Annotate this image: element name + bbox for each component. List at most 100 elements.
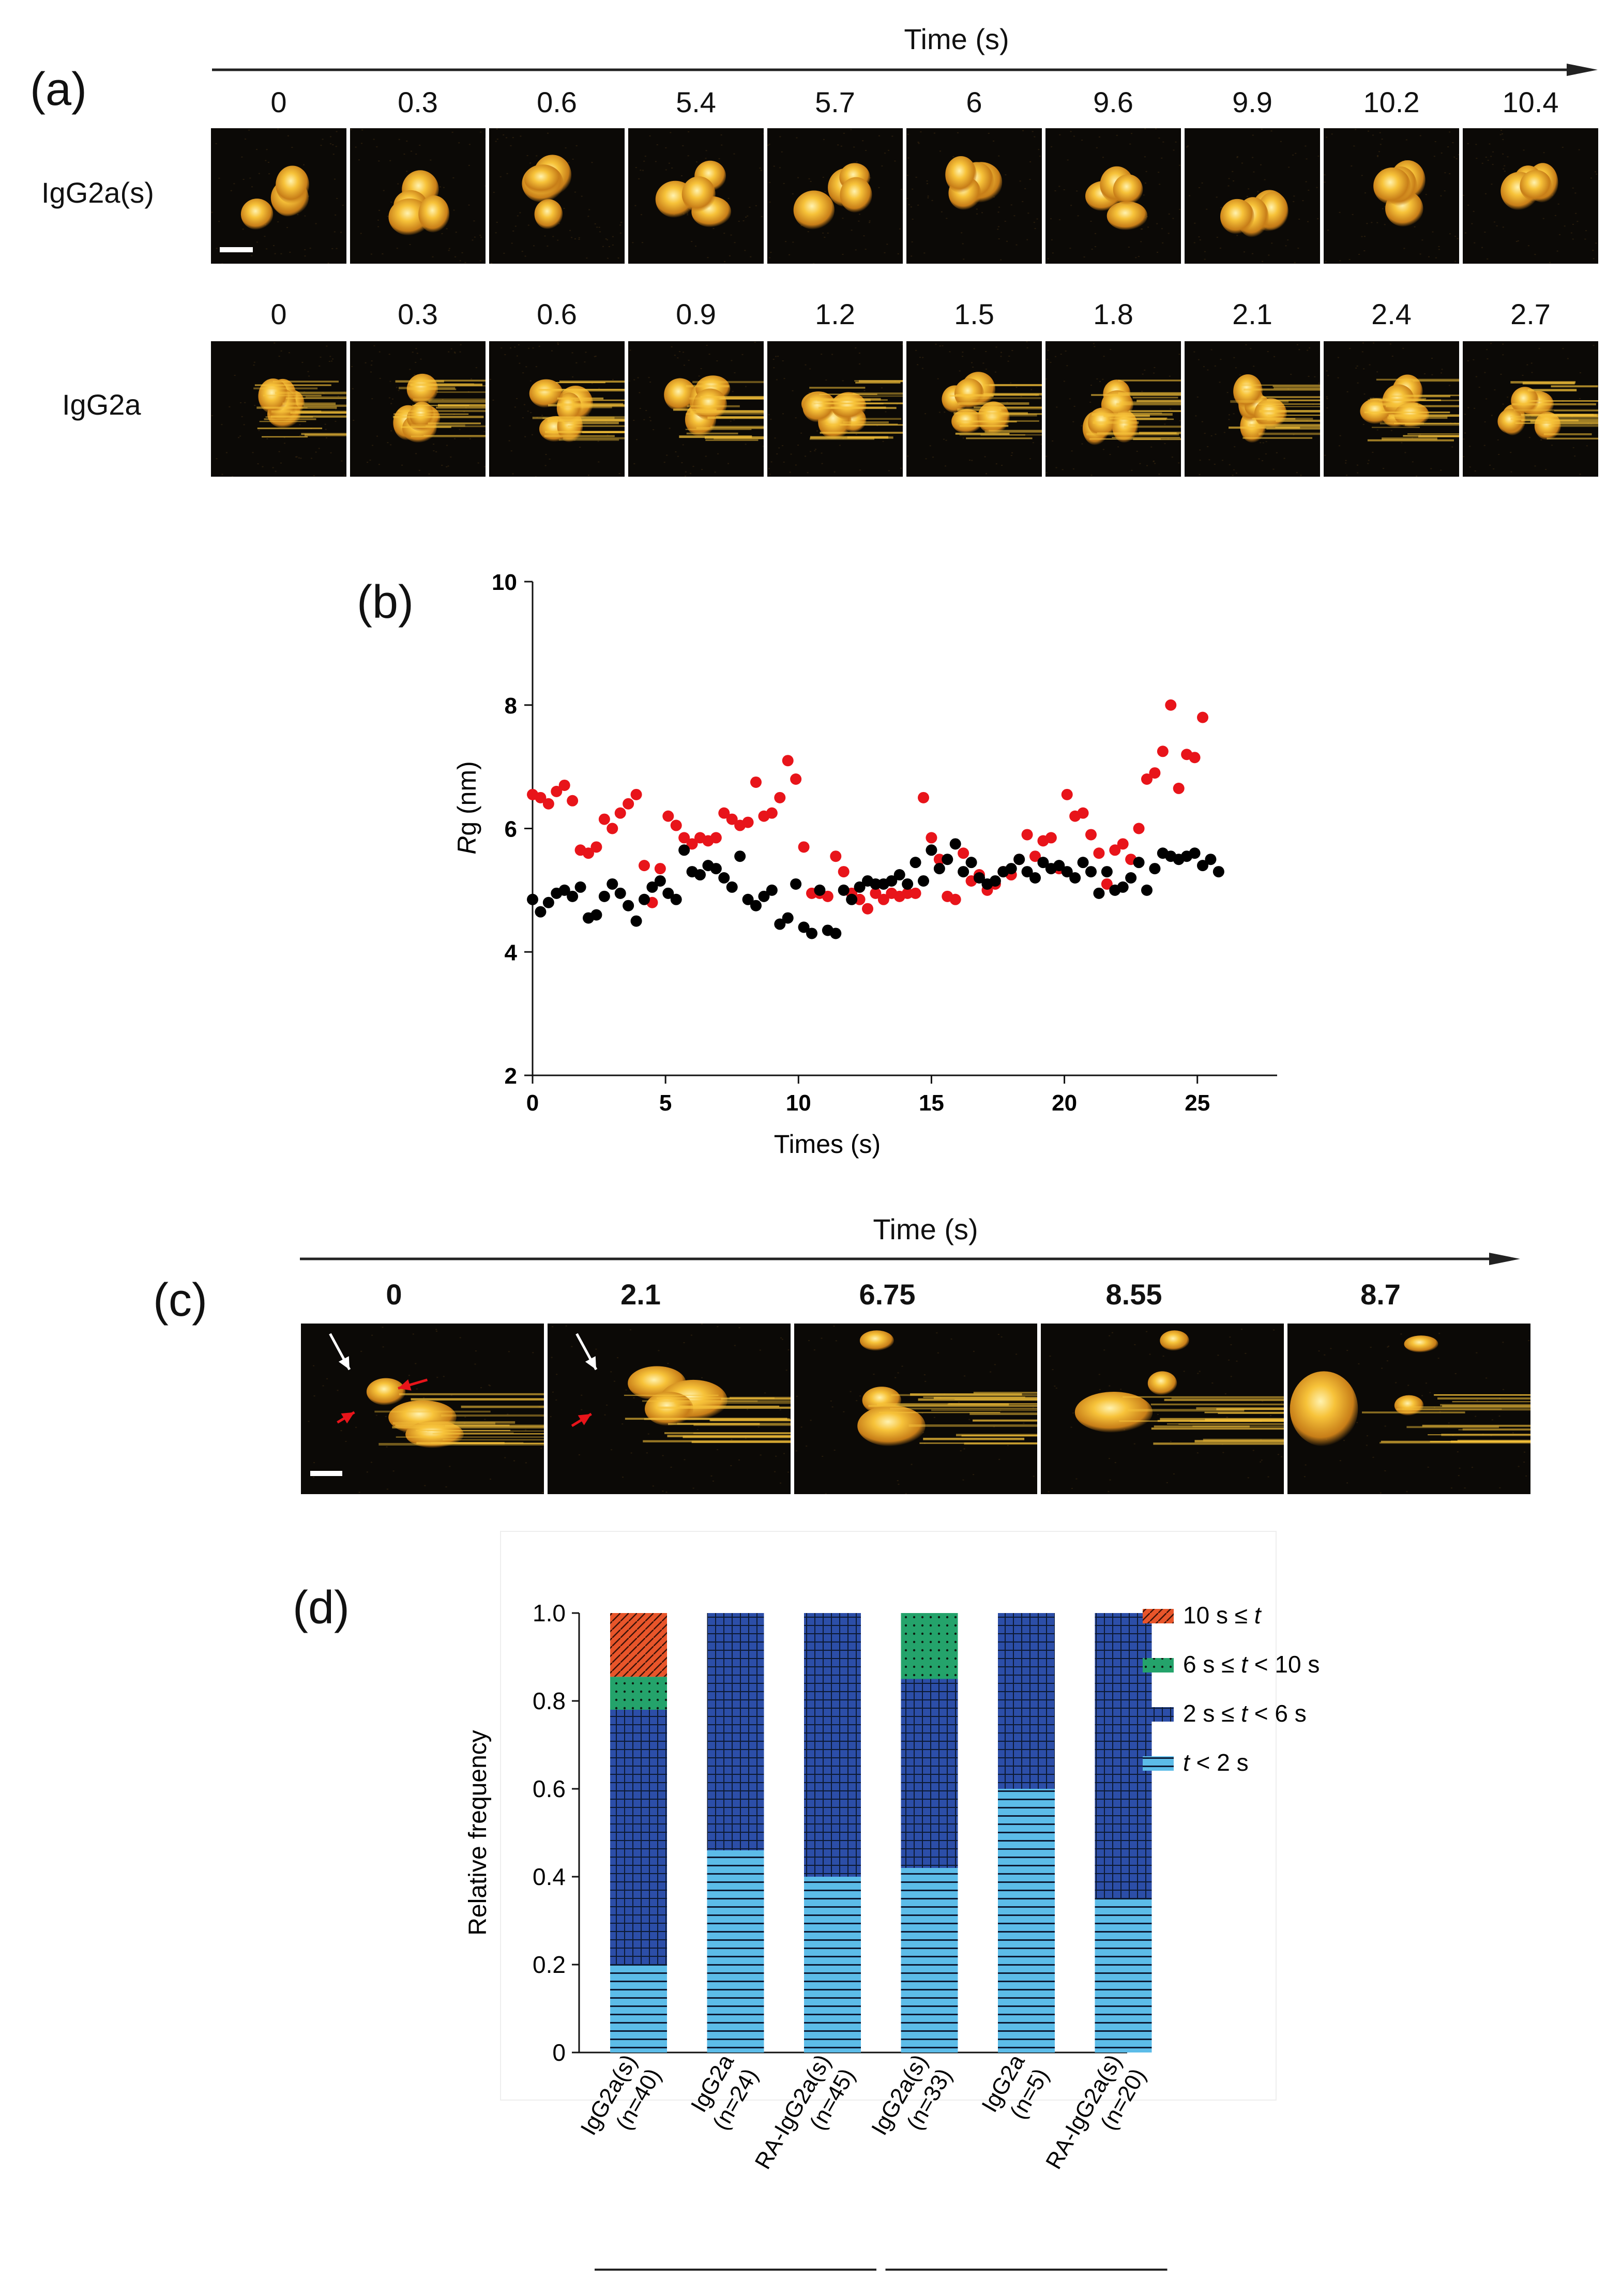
panel-a-time-label: 0 (270, 86, 287, 118)
afm-frame (350, 341, 486, 477)
scatter-point (1189, 847, 1201, 859)
scatter-point (750, 776, 762, 788)
scatter-point (854, 881, 866, 893)
scatter-point (782, 755, 794, 767)
scatter-point (527, 893, 538, 905)
afm-frame (1287, 1324, 1530, 1494)
scatter-point (933, 854, 945, 865)
panel-a-time-label: 10.2 (1363, 86, 1420, 118)
panel-label-d: (d) (293, 1582, 350, 1634)
y-tick-label: 4 (505, 940, 518, 965)
panel-a-time-label: 1.2 (815, 298, 855, 330)
panel-c-time-label: 6.75 (859, 1278, 916, 1311)
y-tick-label: 10 (492, 570, 517, 595)
afm-frame (489, 341, 625, 477)
afm-frame (211, 341, 346, 477)
panel-a-time-label: 0.6 (537, 86, 577, 118)
scatter-point (909, 857, 921, 869)
scatter-point (542, 798, 554, 810)
scatter-point (1197, 711, 1208, 723)
y-tick-label: 6 (505, 817, 517, 842)
scatter-point (686, 838, 698, 850)
scatter-point (766, 807, 778, 819)
scatter-point (639, 860, 650, 872)
y-axis-label: Relative frequency (464, 1730, 492, 1936)
scatter-point (742, 816, 754, 828)
scatter-point (942, 854, 953, 865)
scatter-point (1021, 866, 1033, 878)
scatter-point (567, 890, 579, 902)
scatter-point (1149, 767, 1161, 779)
scatter-point (1085, 866, 1097, 878)
scatter-point (790, 878, 802, 890)
scatter-point (670, 819, 682, 831)
row-label-igg2a: IgG2a (62, 388, 141, 421)
scatter-point (750, 900, 762, 911)
y-tick-label: 8 (505, 693, 517, 719)
scatter-point (1077, 807, 1089, 819)
bar-segment (804, 1877, 861, 2052)
scatter-point (933, 863, 945, 875)
y-tick-label: 1.0 (533, 1600, 566, 1626)
scatter-point (535, 792, 547, 803)
scatter-point (1117, 881, 1129, 893)
afm-frame (1045, 341, 1181, 477)
scatter-point (806, 927, 817, 939)
bar-segment (998, 1789, 1055, 2052)
scatter-point (1149, 863, 1161, 875)
scatter-point (870, 887, 882, 899)
category-label: RA-IgG2a(s)(n=45) (750, 2050, 860, 2173)
legend-swatch (1143, 1658, 1174, 1672)
scatter-point (590, 841, 602, 853)
scatter-point (590, 909, 602, 921)
scale-bar (220, 247, 253, 252)
panel-a-time-label: 2.4 (1371, 298, 1412, 330)
red-arrow-icon (398, 1378, 428, 1391)
bar-segment (1095, 1898, 1152, 2052)
bar-segment (804, 1613, 861, 1877)
scatter-point (1117, 838, 1129, 850)
scatter-point (551, 785, 563, 797)
category-label: IgG2a(s)(n=40) (576, 2050, 666, 2140)
panel-a-time-label: 1.8 (1093, 298, 1133, 330)
scatter-point (918, 875, 929, 887)
afm-frame (548, 1324, 791, 1494)
y-tick-label: 0.8 (533, 1687, 566, 1714)
scatter-point (614, 807, 626, 819)
scatter-point (1125, 872, 1137, 884)
scatter-point (1109, 844, 1121, 856)
scatter-point (926, 832, 937, 844)
scatter-point (798, 921, 810, 933)
scatter-point (1061, 788, 1073, 800)
panel-c-time-label: 8.7 (1360, 1278, 1401, 1311)
scatter-point (1101, 866, 1113, 878)
panel-a-time-label: 9.6 (1093, 86, 1133, 118)
y-axis-label: Rg (nm) (452, 761, 481, 855)
scatter-point (1205, 854, 1217, 865)
scatter-point (670, 893, 682, 905)
panel-c-time-label: 0 (386, 1278, 402, 1311)
scatter-point (1133, 823, 1145, 834)
y-tick-label: 2 (505, 1063, 517, 1089)
scatter-point (1212, 866, 1224, 878)
x-tick-label: 0 (526, 1090, 539, 1116)
scatter-point (1021, 829, 1033, 841)
bar-segment (707, 1613, 764, 1850)
scatter-point (1061, 866, 1073, 878)
scatter-point (958, 866, 969, 878)
scatter-point (974, 872, 985, 884)
scatter-point (630, 915, 642, 927)
scatter-point (607, 878, 618, 890)
bar-segment (901, 1613, 958, 1679)
scatter-point (678, 832, 690, 844)
scatter-point (662, 887, 674, 899)
category-label: IgG2a(s)(n=33) (867, 2050, 957, 2140)
scatter-point (654, 875, 666, 887)
scatter-point (742, 893, 754, 905)
scatter-point (598, 813, 610, 825)
bar-segment (707, 1850, 764, 2052)
scatter-point (949, 838, 961, 850)
scatter-point (734, 850, 746, 862)
scatter-point (1165, 699, 1177, 711)
scatter-point (902, 878, 914, 890)
